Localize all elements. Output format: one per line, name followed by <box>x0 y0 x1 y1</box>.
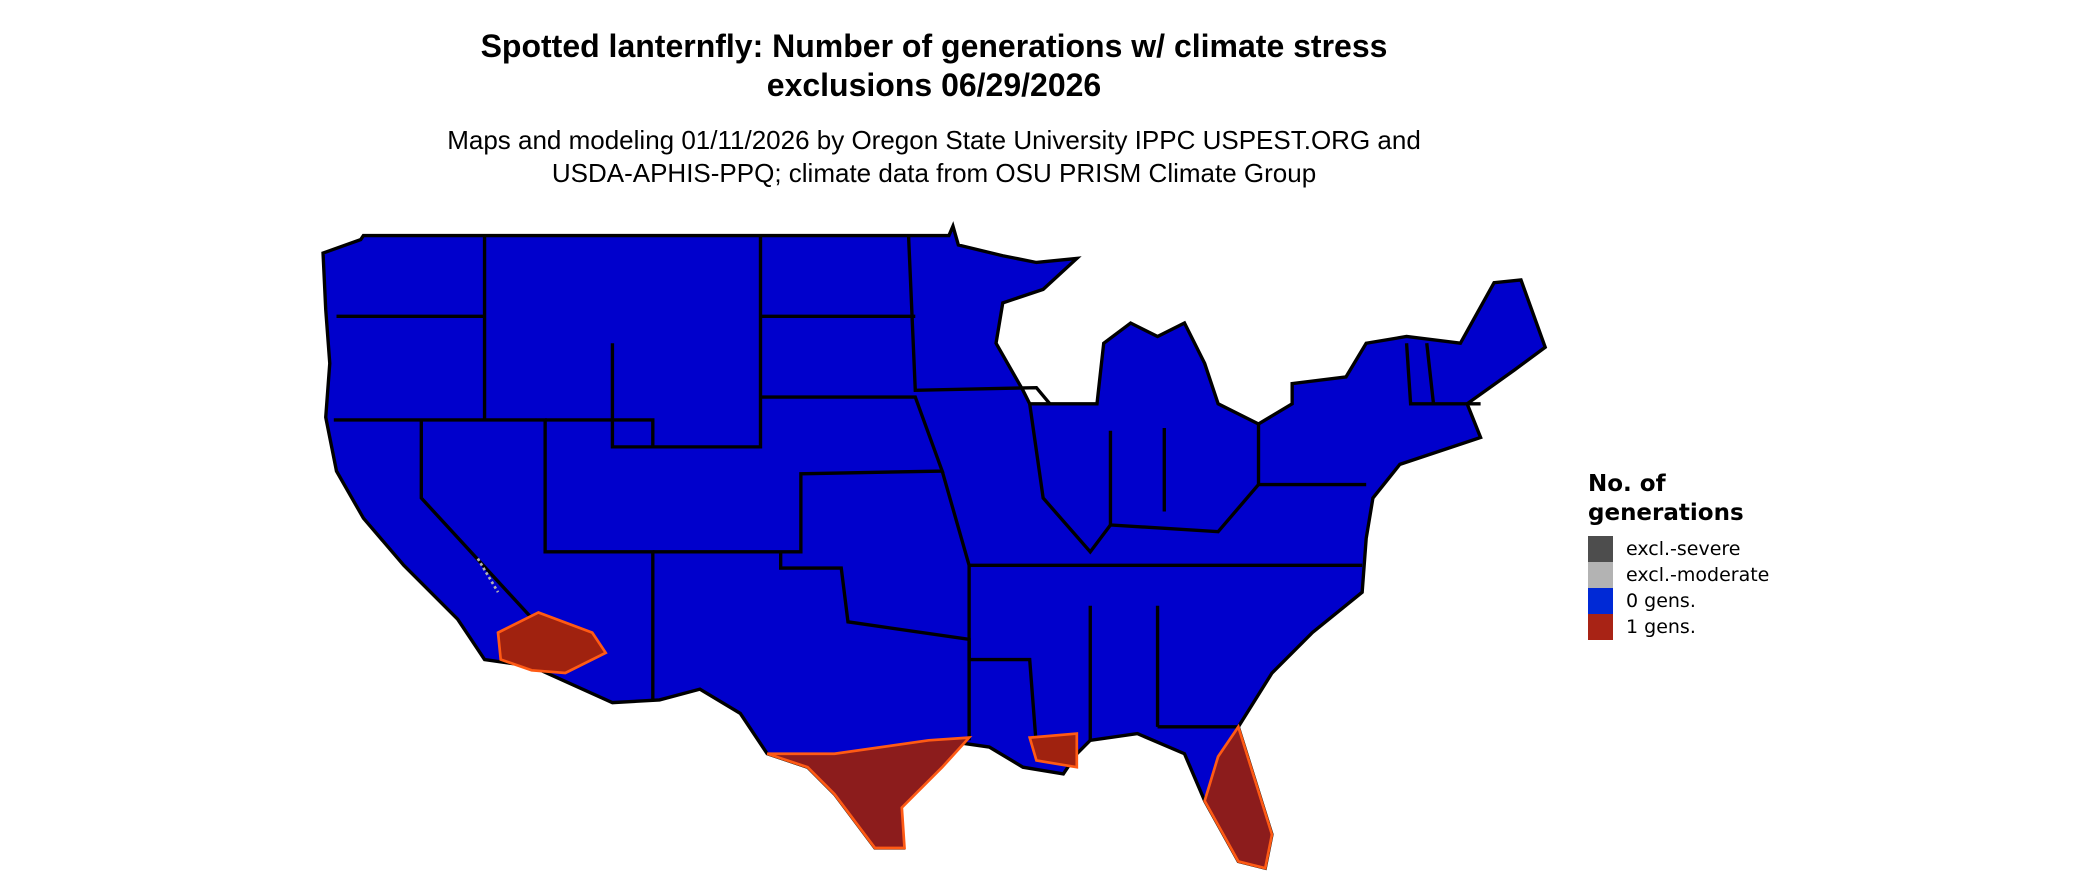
legend-swatch <box>1588 562 1613 588</box>
subtitle-line1: Maps and modeling 01/11/2026 by Oregon S… <box>447 125 1421 155</box>
region-1-gen-texas <box>766 736 973 850</box>
region-1-gen-southwest <box>496 610 608 675</box>
legend: No. of generations excl.-severe excl.-mo… <box>1588 470 1769 640</box>
map-title-line2: exclusions 06/29/2026 <box>766 67 1102 103</box>
legend-label: 1 gens. <box>1626 616 1696 638</box>
map-title-line1: Spotted lanternfly: Number of generation… <box>480 28 1388 64</box>
legend-swatch <box>1588 614 1613 640</box>
state-borders <box>333 235 1481 748</box>
legend-title-line1: No. of <box>1588 471 1666 497</box>
legend-item-excl-moderate: excl.-moderate <box>1588 562 1769 588</box>
legend-swatch <box>1588 536 1613 562</box>
subtitle-line2: USDA-APHIS-PPQ; climate data from OSU PR… <box>551 158 1317 188</box>
legend-item-0-gens: 0 gens. <box>1588 588 1769 614</box>
legend-title-line2: generations <box>1588 500 1744 526</box>
legend-label: excl.-moderate <box>1626 564 1770 586</box>
legend-label: 0 gens. <box>1626 590 1696 612</box>
region-1-gen-florida <box>1203 723 1274 870</box>
legend-swatch <box>1588 588 1613 614</box>
legend-item-1-gens: 1 gens. <box>1588 614 1769 640</box>
legend-label: excl.-severe <box>1626 538 1741 560</box>
region-1-gen-louisiana <box>1027 732 1079 769</box>
us-land-0-gens <box>321 221 1548 871</box>
region-excl-moderate <box>476 557 500 593</box>
legend-item-excl-severe: excl.-severe <box>1588 536 1769 562</box>
